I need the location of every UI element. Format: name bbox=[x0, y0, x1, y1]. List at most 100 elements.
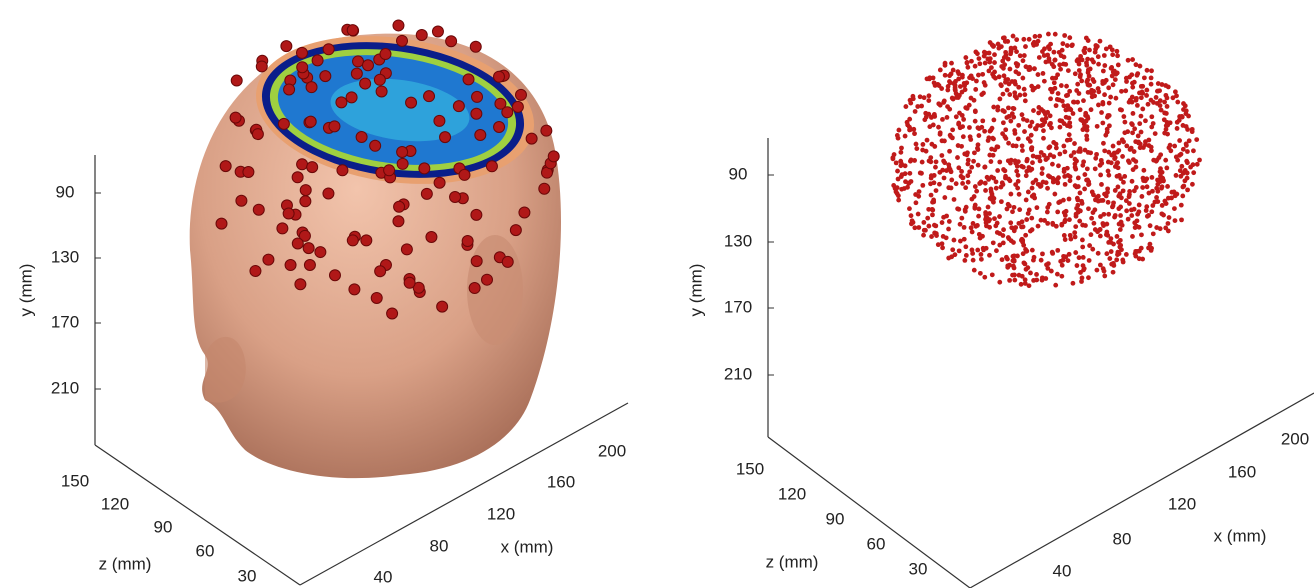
cloud-point bbox=[996, 74, 1002, 80]
cloud-point bbox=[1054, 177, 1060, 182]
cloud-point bbox=[951, 237, 957, 243]
cloud-point bbox=[1061, 210, 1067, 215]
cloud-point bbox=[1058, 66, 1063, 72]
cloud-point bbox=[1118, 242, 1124, 248]
electrode bbox=[295, 46, 308, 59]
cloud-point bbox=[1014, 37, 1020, 43]
cloud-point bbox=[1029, 147, 1035, 153]
cloud-point bbox=[950, 67, 956, 73]
cloud-point bbox=[1037, 33, 1043, 39]
cloud-point bbox=[1076, 148, 1082, 154]
cloud-point bbox=[1003, 135, 1009, 141]
cloud-point bbox=[1053, 145, 1059, 151]
cloud-point bbox=[916, 189, 922, 194]
cloud-point bbox=[1148, 81, 1154, 87]
cloud-point bbox=[1064, 83, 1069, 89]
cloud-point bbox=[1170, 95, 1176, 101]
cloud-point bbox=[933, 188, 939, 194]
cloud-point bbox=[1082, 50, 1088, 56]
cloud-point bbox=[1014, 49, 1019, 55]
cloud-point bbox=[894, 185, 900, 191]
cloud-point bbox=[1014, 95, 1019, 101]
cloud-point bbox=[1162, 130, 1168, 136]
cloud-point bbox=[1021, 116, 1026, 122]
cloud-point bbox=[1165, 195, 1171, 201]
cloud-point bbox=[1123, 88, 1129, 94]
cloud-point bbox=[1093, 155, 1099, 161]
cloud-point bbox=[1138, 95, 1144, 101]
cloud-point bbox=[1003, 49, 1009, 55]
cloud-point bbox=[1100, 101, 1106, 107]
cloud-point bbox=[1191, 148, 1196, 154]
cloud-point bbox=[1135, 133, 1141, 139]
cloud-point bbox=[987, 196, 993, 201]
cloud-point bbox=[990, 152, 996, 158]
cloud-point bbox=[1072, 234, 1078, 240]
cloud-point bbox=[1029, 247, 1035, 253]
cloud-point bbox=[949, 95, 955, 101]
cloud-point bbox=[1051, 49, 1057, 55]
cloud-point bbox=[1099, 182, 1104, 187]
cloud-point bbox=[1001, 35, 1007, 41]
cloud-point bbox=[930, 75, 936, 81]
cloud-point bbox=[1119, 137, 1125, 143]
cloud-point bbox=[1061, 166, 1067, 172]
electrode bbox=[262, 253, 275, 266]
electrode bbox=[282, 207, 295, 220]
z-tick-label: 120 bbox=[101, 494, 129, 513]
cloud-point bbox=[1150, 231, 1156, 237]
cloud-point bbox=[926, 111, 932, 117]
cloud-point bbox=[923, 227, 928, 233]
cloud-point bbox=[1002, 39, 1008, 44]
cloud-point bbox=[953, 181, 959, 187]
cloud-point bbox=[995, 168, 1001, 173]
cloud-point bbox=[945, 83, 951, 89]
cloud-point bbox=[1000, 91, 1006, 97]
cloud-point bbox=[1150, 203, 1156, 208]
cloud-point bbox=[1137, 90, 1142, 96]
cloud-point bbox=[1105, 168, 1111, 174]
cloud-point bbox=[1114, 234, 1120, 239]
cloud-point bbox=[915, 211, 921, 217]
cloud-point bbox=[1050, 220, 1056, 226]
x-tick-label: 120 bbox=[487, 504, 515, 523]
cloud-point bbox=[963, 105, 969, 111]
cloud-point bbox=[933, 159, 939, 165]
cloud-point bbox=[950, 247, 956, 253]
cloud-point bbox=[1092, 93, 1098, 99]
electrode bbox=[284, 259, 297, 272]
electrode bbox=[346, 24, 359, 37]
cloud-point bbox=[922, 117, 928, 123]
cloud-point bbox=[1071, 150, 1077, 155]
cloud-point bbox=[972, 150, 977, 156]
cloud-point bbox=[1101, 53, 1107, 58]
cloud-point bbox=[1034, 272, 1039, 277]
cloud-point bbox=[1159, 203, 1165, 208]
cloud-point bbox=[1115, 252, 1120, 258]
cloud-point bbox=[1066, 196, 1072, 202]
cloud-point bbox=[976, 72, 981, 78]
cloud-point bbox=[1080, 162, 1086, 168]
cloud-point bbox=[1082, 172, 1088, 177]
cloud-point bbox=[1106, 100, 1112, 106]
cloud-point bbox=[1001, 227, 1006, 233]
cloud-point bbox=[1102, 63, 1108, 68]
cloud-point bbox=[1057, 151, 1063, 157]
cloud-point bbox=[1067, 217, 1072, 223]
cloud-point bbox=[1074, 88, 1080, 93]
cloud-point bbox=[1082, 186, 1088, 192]
cloud-point bbox=[1083, 223, 1088, 228]
cloud-point bbox=[1020, 148, 1025, 153]
cloud-point bbox=[1144, 67, 1150, 73]
cloud-point bbox=[945, 87, 951, 93]
cloud-point bbox=[1048, 96, 1053, 102]
electrode bbox=[439, 131, 452, 144]
electrode bbox=[547, 150, 560, 163]
cloud-point bbox=[1024, 168, 1030, 174]
cloud-point bbox=[903, 104, 909, 109]
cloud-point bbox=[1042, 218, 1047, 223]
cloud-point bbox=[1012, 90, 1018, 96]
cloud-point bbox=[1051, 64, 1057, 70]
cloud-point bbox=[1104, 221, 1110, 227]
